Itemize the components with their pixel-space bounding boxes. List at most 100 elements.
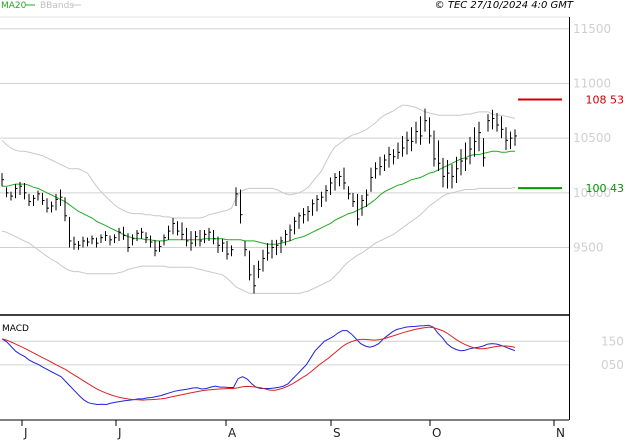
price-bar <box>312 199 315 216</box>
price-bar <box>46 198 49 213</box>
price-bar <box>163 234 166 246</box>
ma20-layer <box>2 150 515 245</box>
price-bar <box>339 170 342 187</box>
price-bar <box>505 127 508 151</box>
ma20-line <box>2 150 515 245</box>
price-bar <box>145 232 148 244</box>
price-bar <box>303 208 306 224</box>
price-bar <box>361 195 364 216</box>
price-bar <box>253 265 256 294</box>
price-bar <box>267 243 270 261</box>
price-bar <box>249 250 252 281</box>
price-bar <box>492 109 495 130</box>
price-bar <box>199 230 202 247</box>
price-bar <box>141 227 144 239</box>
price-bar <box>294 216 297 235</box>
price-bar <box>109 235 112 246</box>
price-bar <box>276 239 279 256</box>
price-bar <box>388 146 391 168</box>
price-y-tick-2: 10500 <box>573 131 611 145</box>
price-y-tick-0: 11500 <box>573 22 611 36</box>
price-bar <box>334 173 337 191</box>
price-bar <box>348 186 351 200</box>
price-bar <box>105 231 108 241</box>
price-bar <box>280 236 283 253</box>
price-bar <box>456 156 459 183</box>
copyright-label: © TEC 27/10/2024 4:0 GMT <box>435 0 574 11</box>
price-bar <box>501 116 504 139</box>
price-bar <box>172 217 175 235</box>
price-bar <box>370 167 373 192</box>
price-bar <box>123 226 126 240</box>
resistance-label: 108 53 <box>586 94 625 107</box>
price-bar <box>465 142 468 171</box>
price-bar <box>6 187 9 198</box>
price-bar <box>78 240 81 250</box>
price-bar <box>352 192 355 208</box>
price-bar <box>483 138 486 167</box>
price-bar <box>460 149 463 176</box>
price-bar <box>51 201 54 213</box>
price-bar <box>208 227 211 241</box>
price-bar <box>181 222 184 240</box>
price-bar <box>190 231 193 251</box>
price-bar <box>442 157 445 188</box>
price-bar <box>204 230 207 244</box>
price-bar <box>87 237 90 247</box>
price-bar <box>393 149 396 165</box>
price-bar <box>384 154 387 171</box>
price-bar <box>357 193 360 226</box>
legend-ma20-label: MA20 <box>1 1 27 11</box>
price-bar <box>429 117 432 144</box>
macd-title: MACD <box>2 324 29 334</box>
price-bar <box>321 191 324 208</box>
price-bar <box>132 234 135 246</box>
price-bar <box>154 239 157 257</box>
price-bar <box>10 191 13 201</box>
price-levels: 108 53 100 43 <box>518 94 625 195</box>
price-bar <box>235 187 238 206</box>
price-bar <box>177 221 180 236</box>
price-bar <box>496 112 499 132</box>
macd-grid <box>0 340 569 366</box>
macd-y-tick-0: 150 <box>601 334 624 348</box>
price-bar <box>447 160 450 189</box>
price-y-tick-4: 9500 <box>573 241 604 255</box>
price-bar <box>433 130 436 167</box>
price-bar <box>195 231 198 247</box>
price-bar <box>159 240 162 252</box>
price-bar <box>325 185 328 202</box>
price-bar <box>222 238 225 252</box>
price-bar <box>343 167 346 190</box>
month-label-1: J <box>117 426 122 440</box>
price-bar <box>69 216 72 248</box>
price-bar <box>91 235 94 245</box>
price-bar <box>114 234 117 244</box>
price-bar <box>375 162 378 179</box>
price-bar <box>15 184 18 199</box>
price-bar <box>28 193 31 206</box>
price-bar <box>415 121 418 144</box>
price-bar <box>402 135 405 157</box>
price-bar <box>64 197 67 222</box>
price-bar <box>82 236 85 248</box>
bband-lower-line <box>1 186 516 294</box>
price-bar <box>289 224 292 241</box>
price-bar <box>73 236 76 250</box>
price-bar <box>96 237 99 248</box>
month-label-2: A <box>228 426 237 440</box>
price-bar <box>244 240 247 257</box>
price-bar <box>330 177 333 195</box>
month-label-4: O <box>432 426 441 440</box>
price-bar <box>213 230 216 245</box>
price-bar <box>226 240 229 260</box>
price-bar <box>24 182 27 200</box>
price-bar <box>514 129 517 146</box>
price-y-tick-3: 10000 <box>573 186 611 200</box>
price-bar <box>100 234 103 244</box>
price-bar <box>231 245 234 257</box>
price-bar <box>510 131 513 150</box>
price-y-tick-labels: 11500 11000 10500 10000 9500 <box>573 22 611 255</box>
price-bar <box>55 193 58 211</box>
